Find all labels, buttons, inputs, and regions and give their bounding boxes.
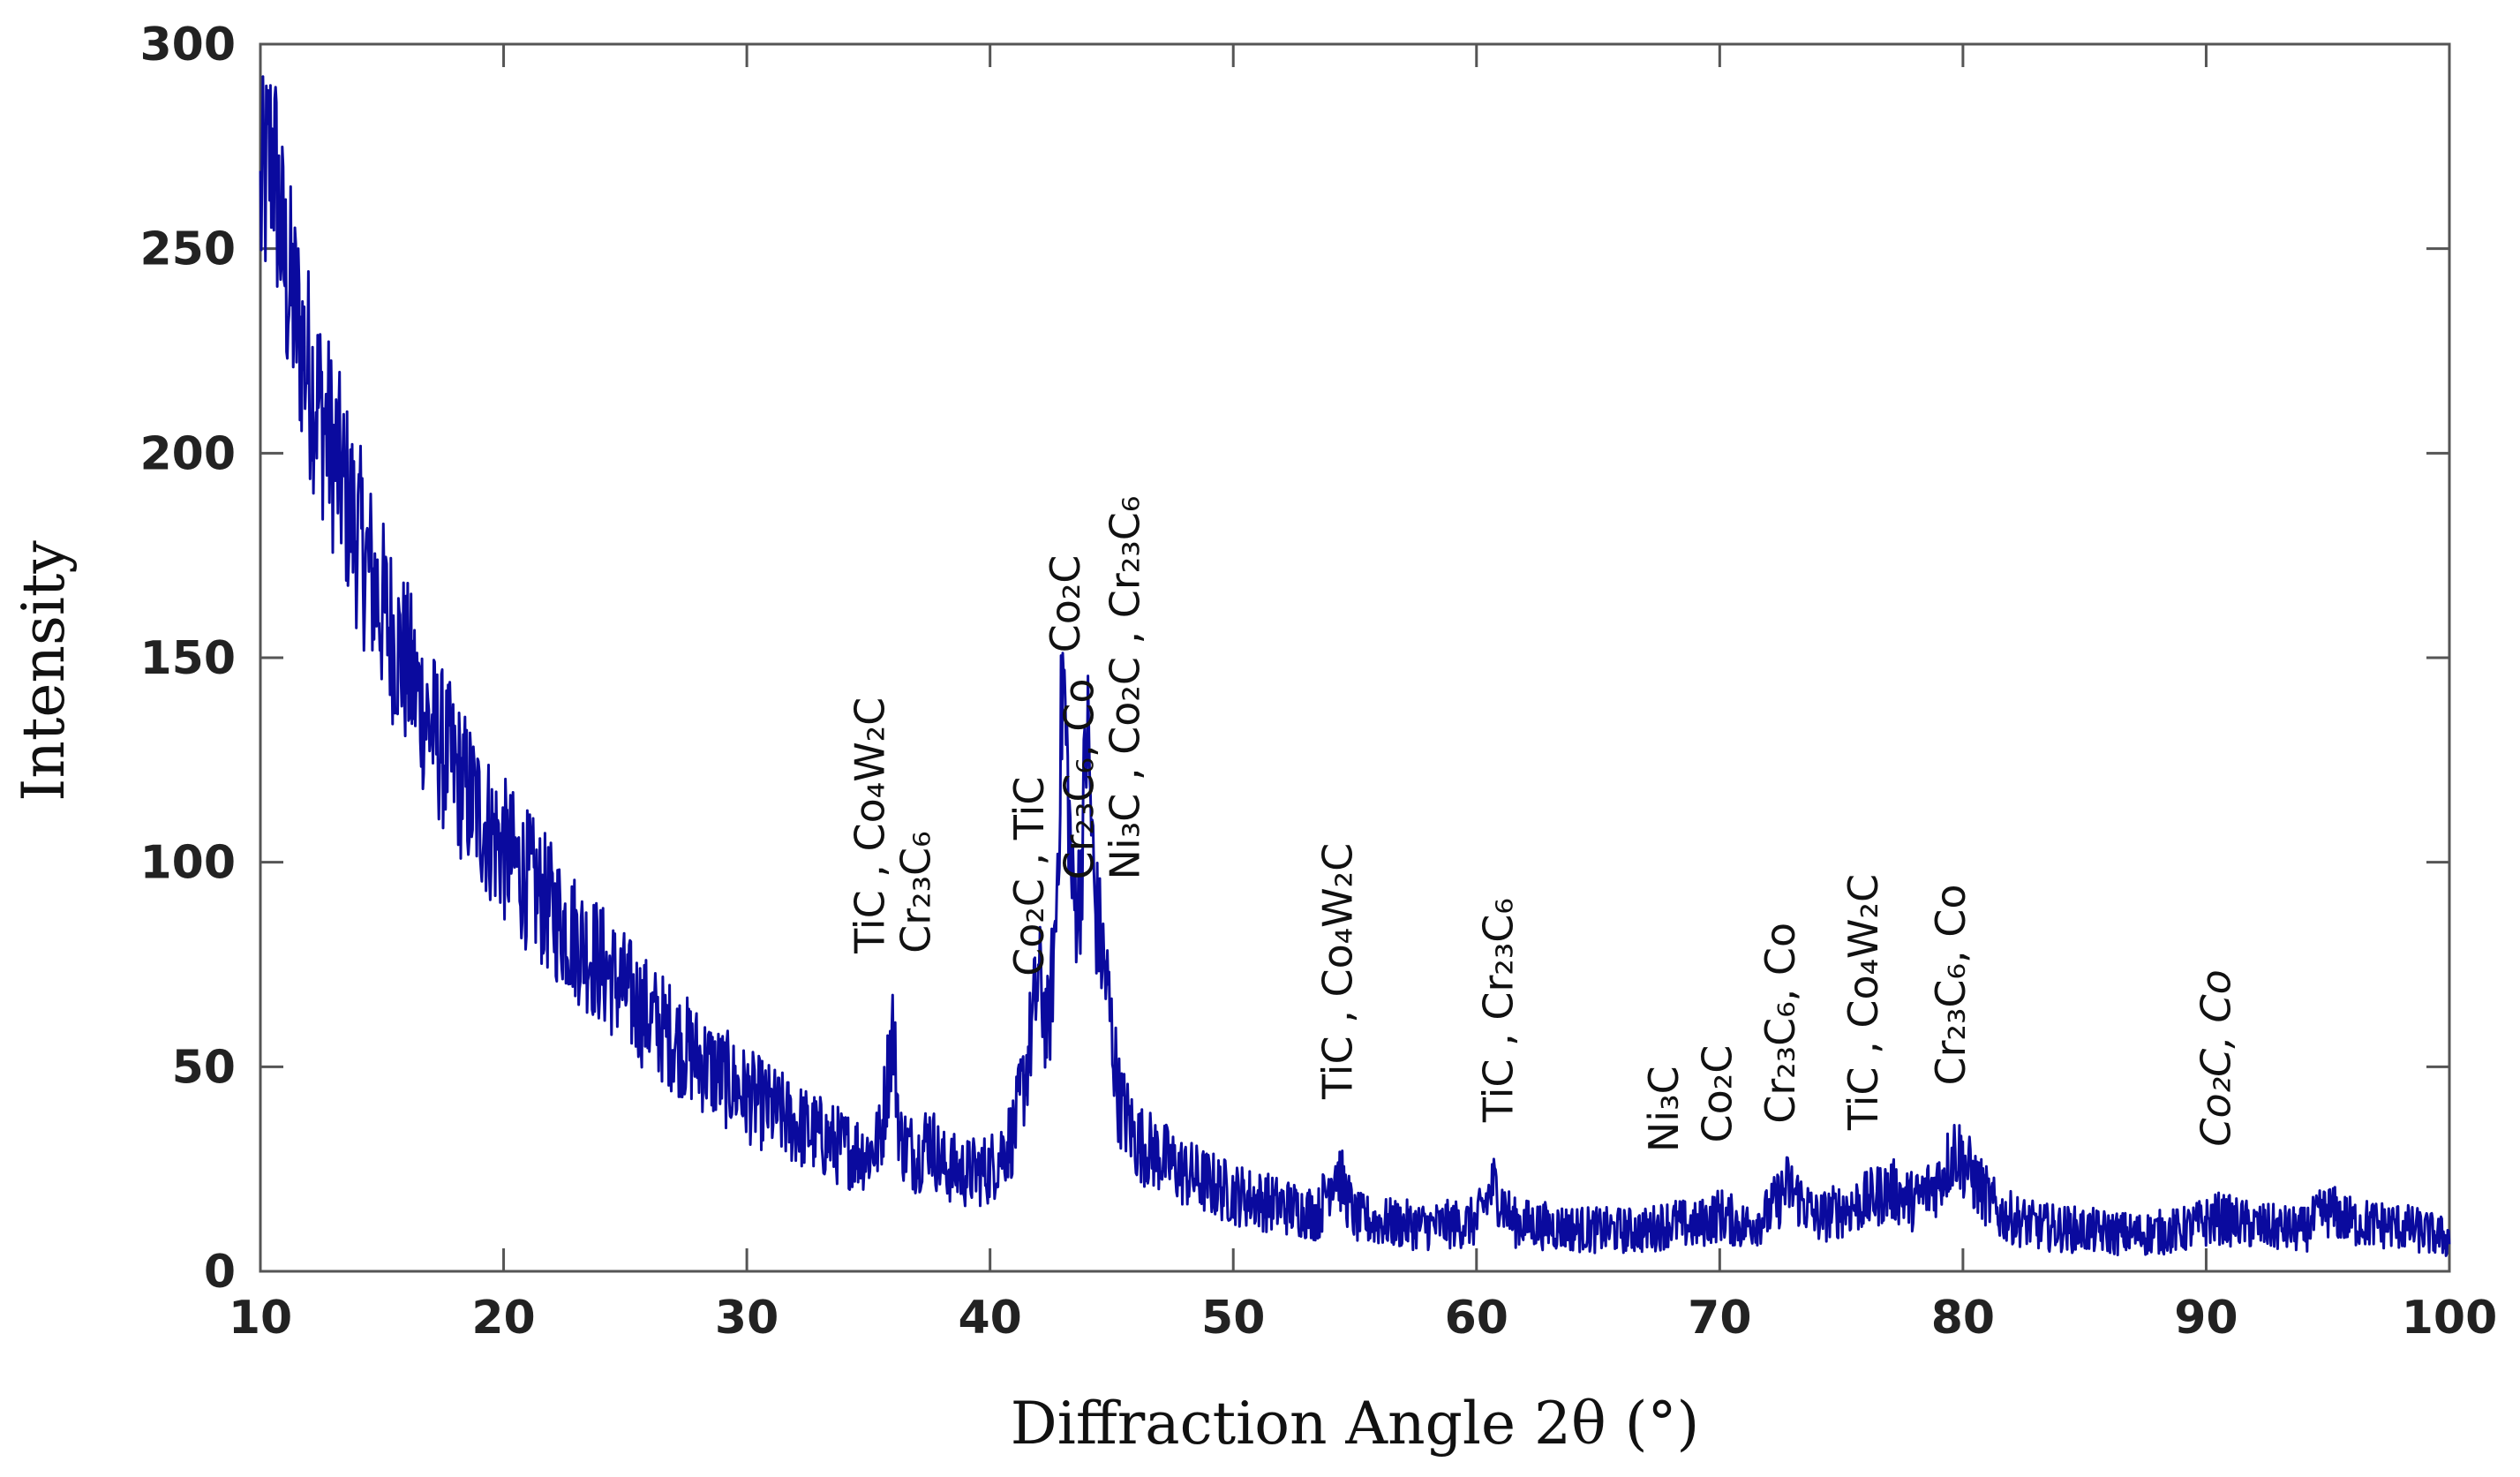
y-axis-title: Intensity — [10, 540, 78, 802]
peak-annotation-label: TiC , Co₄W₂C — [1839, 874, 1887, 1131]
peak-annotation-label: Cr₂₃C₆, Co — [1756, 923, 1804, 1124]
tick-labels: 10 20 30 40 50 60 70 80 90 100 0 50 100 150 200 250 300 — [139, 19, 2497, 1345]
peak-annotation: Cr₂₃C₆, Co — [1756, 923, 1804, 1124]
peak-annotation: TiC , Co₄W₂C — [1314, 843, 1362, 1100]
x-tick-label: 10 — [229, 1292, 292, 1345]
x-tick-label: 80 — [1931, 1292, 1995, 1345]
y-tick-label: 100 — [139, 837, 236, 890]
x-tick-label: 50 — [1201, 1292, 1265, 1345]
peak-annotation-label: Cr₂₃C₆ — [891, 831, 939, 953]
peak-annotation-label: Co₂C — [1694, 1045, 1741, 1143]
peak-annotation-label: Co₂C , TiC — [1005, 777, 1053, 976]
y-tick-label: 150 — [139, 632, 236, 685]
peak-annotation: Co₂C, Co — [2193, 969, 2240, 1146]
y-tick-label: 300 — [139, 19, 236, 72]
x-axis-title: Diffraction Angle 2θ (°) — [1011, 1390, 1699, 1458]
x-tick-label: 100 — [2402, 1292, 2498, 1345]
peak-annotation-label: Ni₃C , Co₂C , Cr₂₃C₆ — [1101, 496, 1148, 880]
peak-annotation-label: TiC , Co₄W₂C — [1314, 843, 1362, 1100]
x-tick-label: 40 — [958, 1292, 1021, 1345]
y-tick-label: 200 — [139, 427, 236, 480]
axis-ticks — [260, 44, 2449, 1271]
xrd-series-line — [259, 75, 2451, 1257]
peak-annotation: Co₂C — [1694, 1045, 1741, 1143]
x-tick-label: 70 — [1688, 1292, 1751, 1345]
peak-annotation-label: Cr₂₃C₆, Co — [1927, 885, 1975, 1086]
x-tick-label: 90 — [2174, 1292, 2238, 1345]
peak-annotation: Co₂C , TiC — [1005, 777, 1053, 976]
peak-annotation: TiC , Co₄W₂C — [1839, 874, 1887, 1131]
peak-annotation-label: TiC , Cr₂₃C₆ — [1475, 898, 1523, 1123]
peak-annotation-label: TiC , Co₄W₂C — [846, 697, 893, 954]
y-tick-label: 250 — [139, 223, 236, 276]
peak-annotation-label: Co₂C, Co — [2193, 969, 2240, 1146]
x-tick-label: 20 — [471, 1292, 535, 1345]
x-tick-label: 30 — [715, 1292, 779, 1345]
y-tick-label: 0 — [204, 1246, 236, 1299]
y-tick-label: 50 — [172, 1041, 236, 1094]
peak-annotation-label: Co₂C — [1042, 555, 1089, 653]
peak-annotation: TiC , Cr₂₃C₆ — [1475, 898, 1523, 1123]
peak-annotation: Cr₂₃C₆, Co — [1927, 885, 1975, 1086]
x-tick-label: 60 — [1445, 1292, 1508, 1345]
peak-annotation-label: Cr₂₃C₆, Co — [1055, 679, 1102, 880]
peak-annotation: Co₂C — [1042, 555, 1089, 653]
peak-annotation: Ni₃C — [1640, 1066, 1688, 1152]
peak-annotation-label: Ni₃C — [1640, 1066, 1688, 1152]
